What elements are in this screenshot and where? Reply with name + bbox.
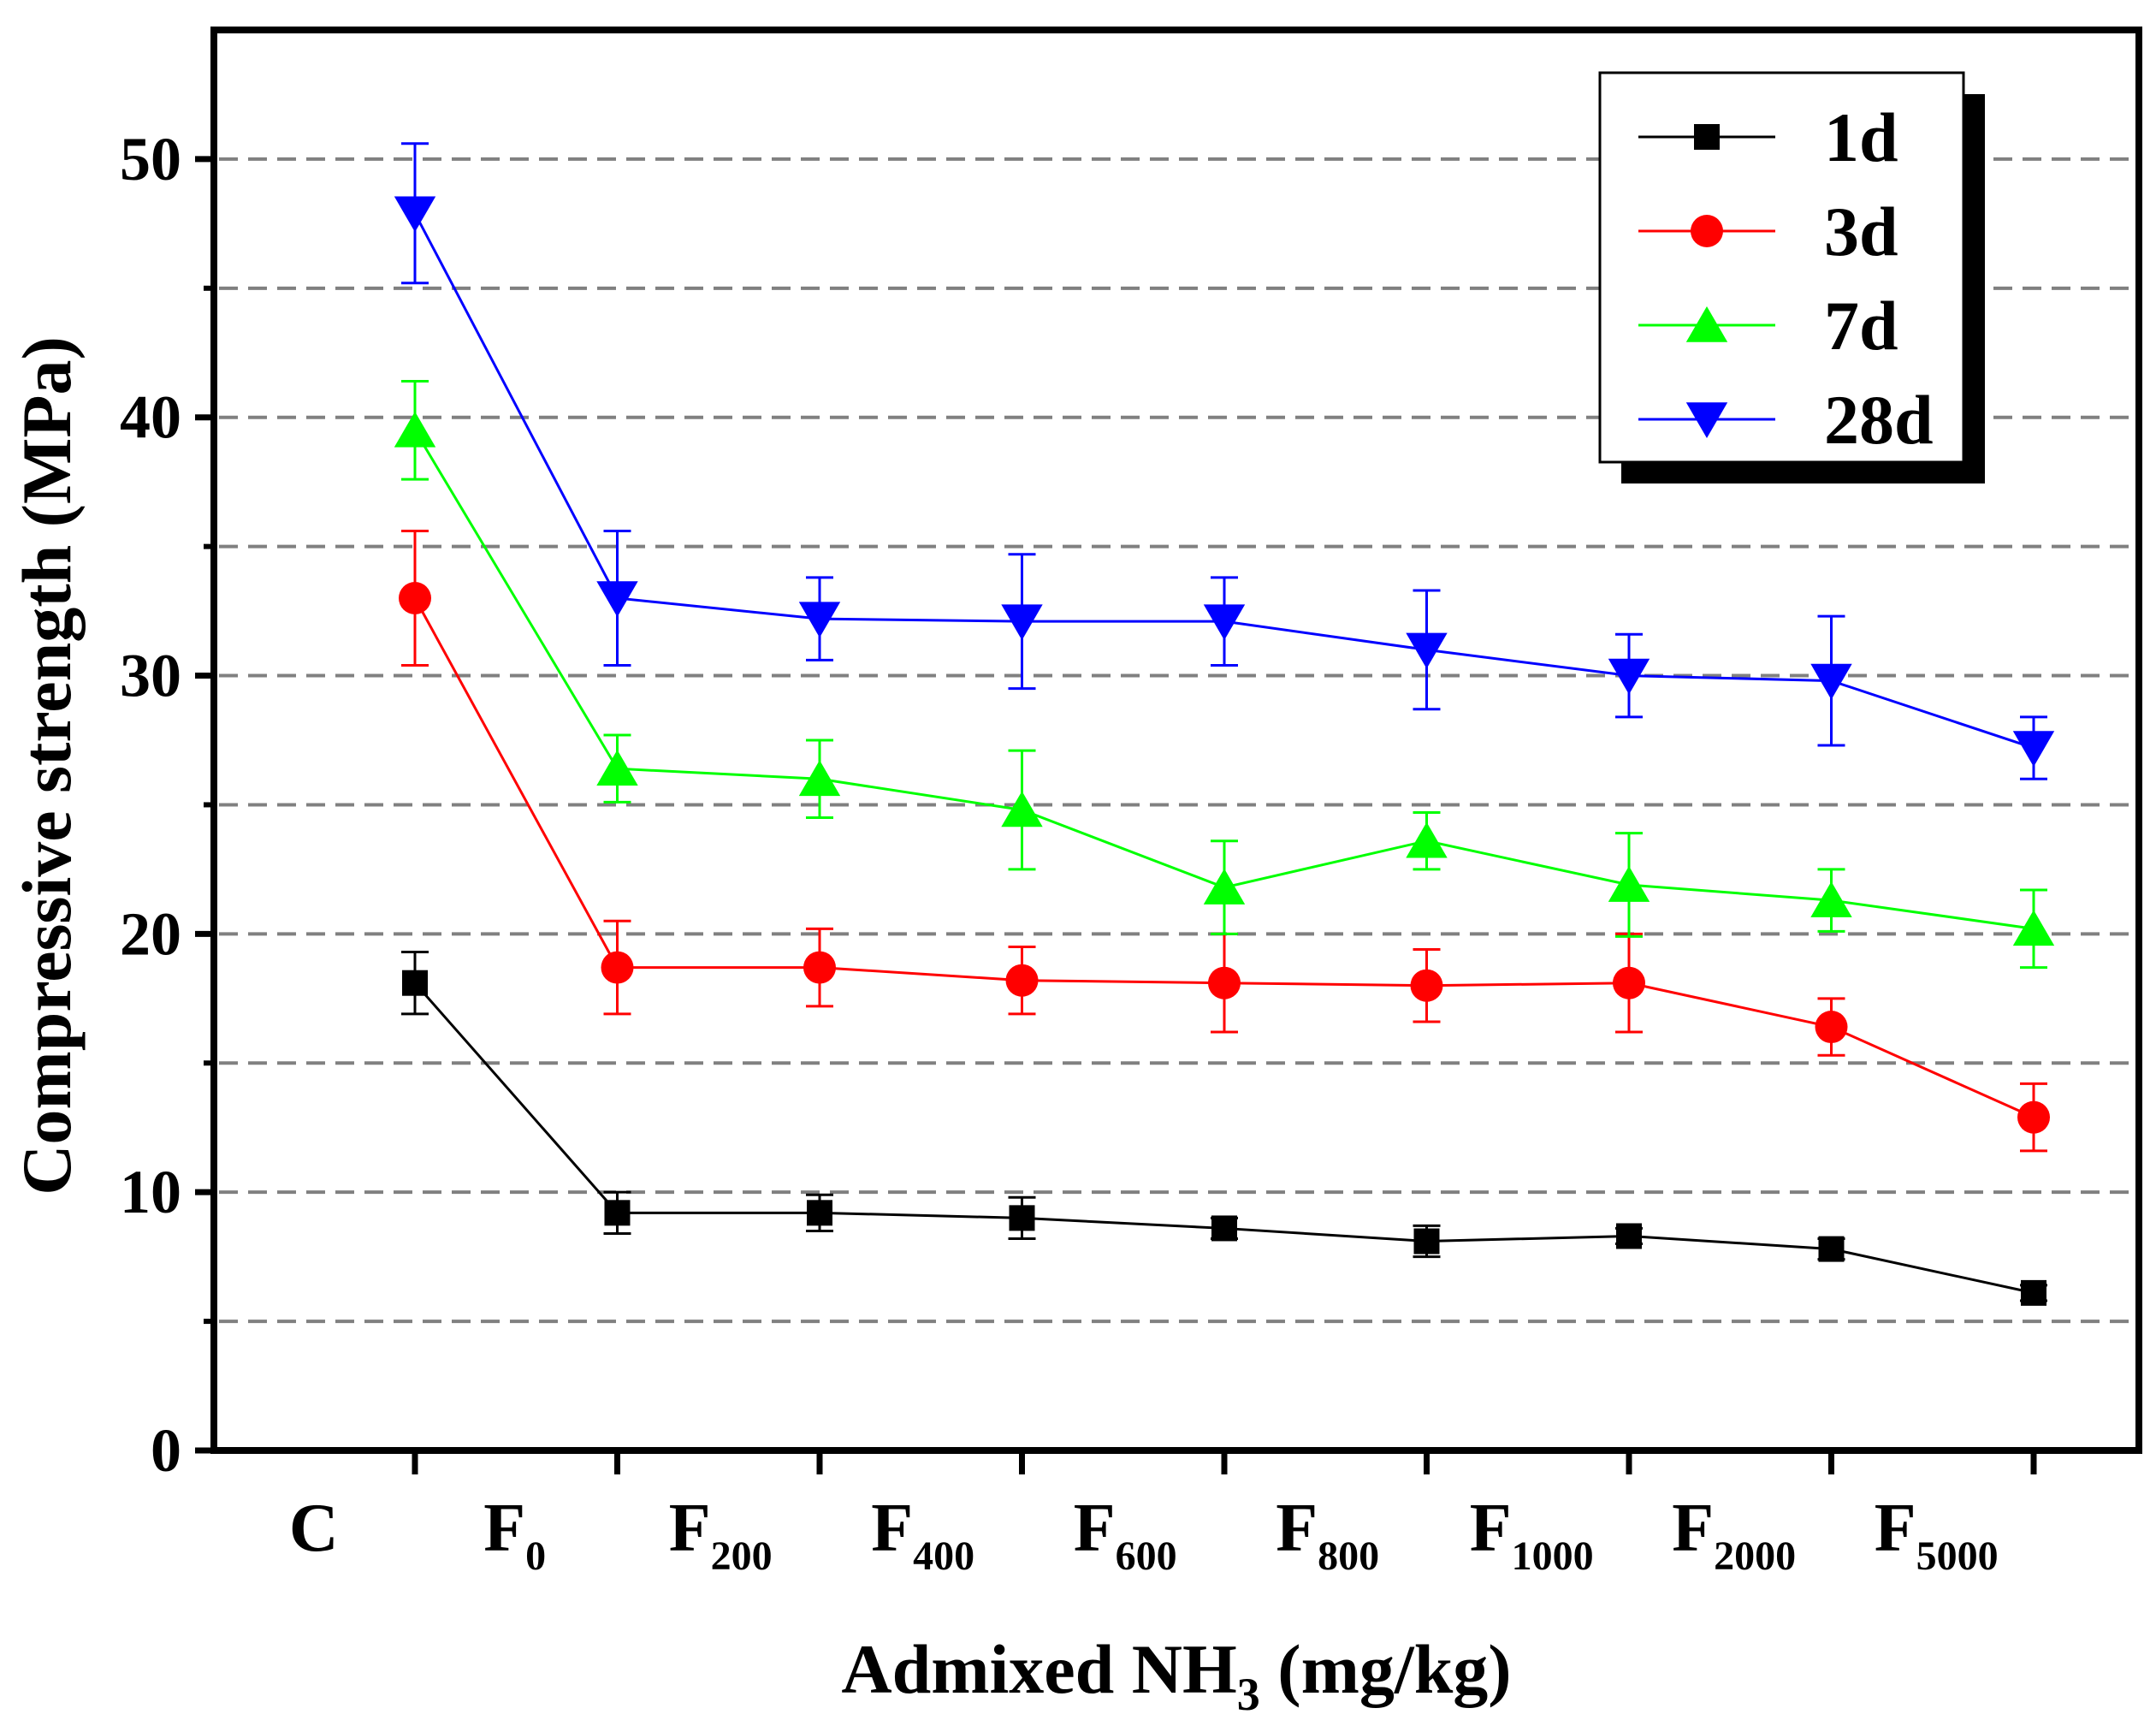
data-point: [1815, 1011, 1848, 1044]
x-category-label: F0: [483, 1491, 546, 1579]
category-main: F: [1276, 1491, 1318, 1566]
plot-frame: [210, 27, 2142, 1454]
category-main: F: [1470, 1491, 1512, 1566]
series-28d: [394, 142, 2055, 780]
series-7d: [394, 379, 2055, 970]
data-point: [399, 582, 431, 614]
series-layer: [394, 142, 2055, 1306]
y-tick-label: 30: [120, 642, 181, 710]
data-point: [394, 411, 436, 448]
x-category-label: F400: [871, 1491, 974, 1579]
category-subscript: 800: [1318, 1533, 1379, 1579]
category-subscript: 200: [711, 1533, 773, 1579]
x-axis-title-tail: (mg/kg): [1260, 1630, 1512, 1708]
data-point: [604, 1200, 631, 1226]
x-axis-title: Admixed NH3 (mg/kg): [841, 1630, 1511, 1720]
x-category-label: F2000: [1672, 1491, 1796, 1579]
data-point: [807, 1200, 832, 1226]
data-point: [803, 951, 836, 984]
x-category-label: F200: [669, 1491, 773, 1579]
data-point: [1005, 964, 1039, 997]
data-point: [1608, 658, 1650, 695]
y-tick-label: 10: [120, 1158, 181, 1226]
category-subscript: 2000: [1714, 1533, 1796, 1579]
x-category-label: F600: [1074, 1491, 1177, 1579]
legend-marker: [1685, 306, 1728, 342]
data-point: [1203, 604, 1246, 641]
data-point: [1406, 822, 1448, 858]
data-point: [1818, 1236, 1845, 1262]
data-point: [798, 602, 841, 638]
x-category-label: F800: [1276, 1491, 1379, 1579]
data-point: [394, 196, 436, 233]
category-main: F: [483, 1491, 525, 1566]
data-point: [1810, 663, 1852, 700]
x-category-label: F1000: [1470, 1491, 1594, 1579]
legend-label: 3d: [1824, 193, 1898, 270]
data-point: [1810, 881, 1852, 917]
series-3d: [399, 530, 2050, 1153]
category-subscript: 400: [913, 1533, 974, 1579]
data-point: [596, 750, 638, 786]
series-1d: [401, 950, 2047, 1306]
data-point: [1613, 966, 1645, 999]
legend-label: 7d: [1824, 287, 1898, 365]
data-point: [601, 951, 634, 984]
x-category-label: F5000: [1875, 1491, 1999, 1579]
data-point: [2017, 1100, 2050, 1134]
category-main: F: [669, 1491, 711, 1566]
x-category-label: C: [289, 1491, 339, 1566]
legend: 1d 3d 7d 28d: [1598, 71, 1985, 483]
data-point: [1616, 1223, 1642, 1249]
category-main: C: [289, 1491, 339, 1566]
data-point: [1001, 791, 1043, 827]
category-subscript: 1000: [1512, 1533, 1594, 1579]
data-point: [1009, 1205, 1035, 1231]
category-main: F: [1074, 1491, 1116, 1566]
legend-item-7d: 7d: [1638, 287, 1898, 365]
x-axis-title-sub: 3: [1237, 1669, 1260, 1720]
legend-item-3d: 3d: [1638, 193, 1898, 270]
data-point: [1203, 869, 1246, 905]
x-axis-title-main: Admixed NH: [841, 1630, 1236, 1708]
legend-marker: [1691, 215, 1723, 247]
category-main: F: [1672, 1491, 1714, 1566]
legend-label: 28d: [1824, 381, 1934, 459]
data-point: [596, 581, 638, 617]
category-subscript: 600: [1116, 1533, 1177, 1579]
data-point: [1406, 632, 1448, 669]
y-tick-label: 40: [120, 383, 181, 452]
legend-item-1d: 1d: [1638, 98, 1898, 176]
data-point: [402, 970, 428, 996]
data-point: [2021, 1279, 2046, 1306]
category-main: F: [1875, 1491, 1916, 1566]
data-point: [1608, 866, 1650, 902]
y-tick-label: 50: [120, 125, 181, 193]
data-point: [2012, 910, 2055, 946]
data-point: [1410, 969, 1443, 1002]
axis-titles: Admixed NH3 (mg/kg) Compressive strength …: [8, 336, 1512, 1720]
data-point: [1413, 1228, 1440, 1255]
y-tick-label: 20: [120, 899, 181, 968]
legend-marker: [1694, 124, 1720, 150]
data-point: [1208, 966, 1241, 999]
data-point: [2012, 731, 2055, 768]
legend-label: 1d: [1824, 98, 1898, 176]
y-tick-label: 0: [151, 1416, 181, 1485]
category-main: F: [871, 1491, 913, 1566]
legend-item-28d: 28d: [1638, 381, 1934, 459]
data-point: [798, 760, 841, 797]
data-point: [1211, 1215, 1237, 1242]
legend-marker: [1685, 402, 1728, 438]
data-point: [1001, 604, 1043, 641]
category-subscript: 0: [525, 1533, 546, 1579]
category-subscript: 5000: [1916, 1533, 1999, 1579]
y-axis-title: Compressive strength (MPa): [8, 336, 86, 1195]
